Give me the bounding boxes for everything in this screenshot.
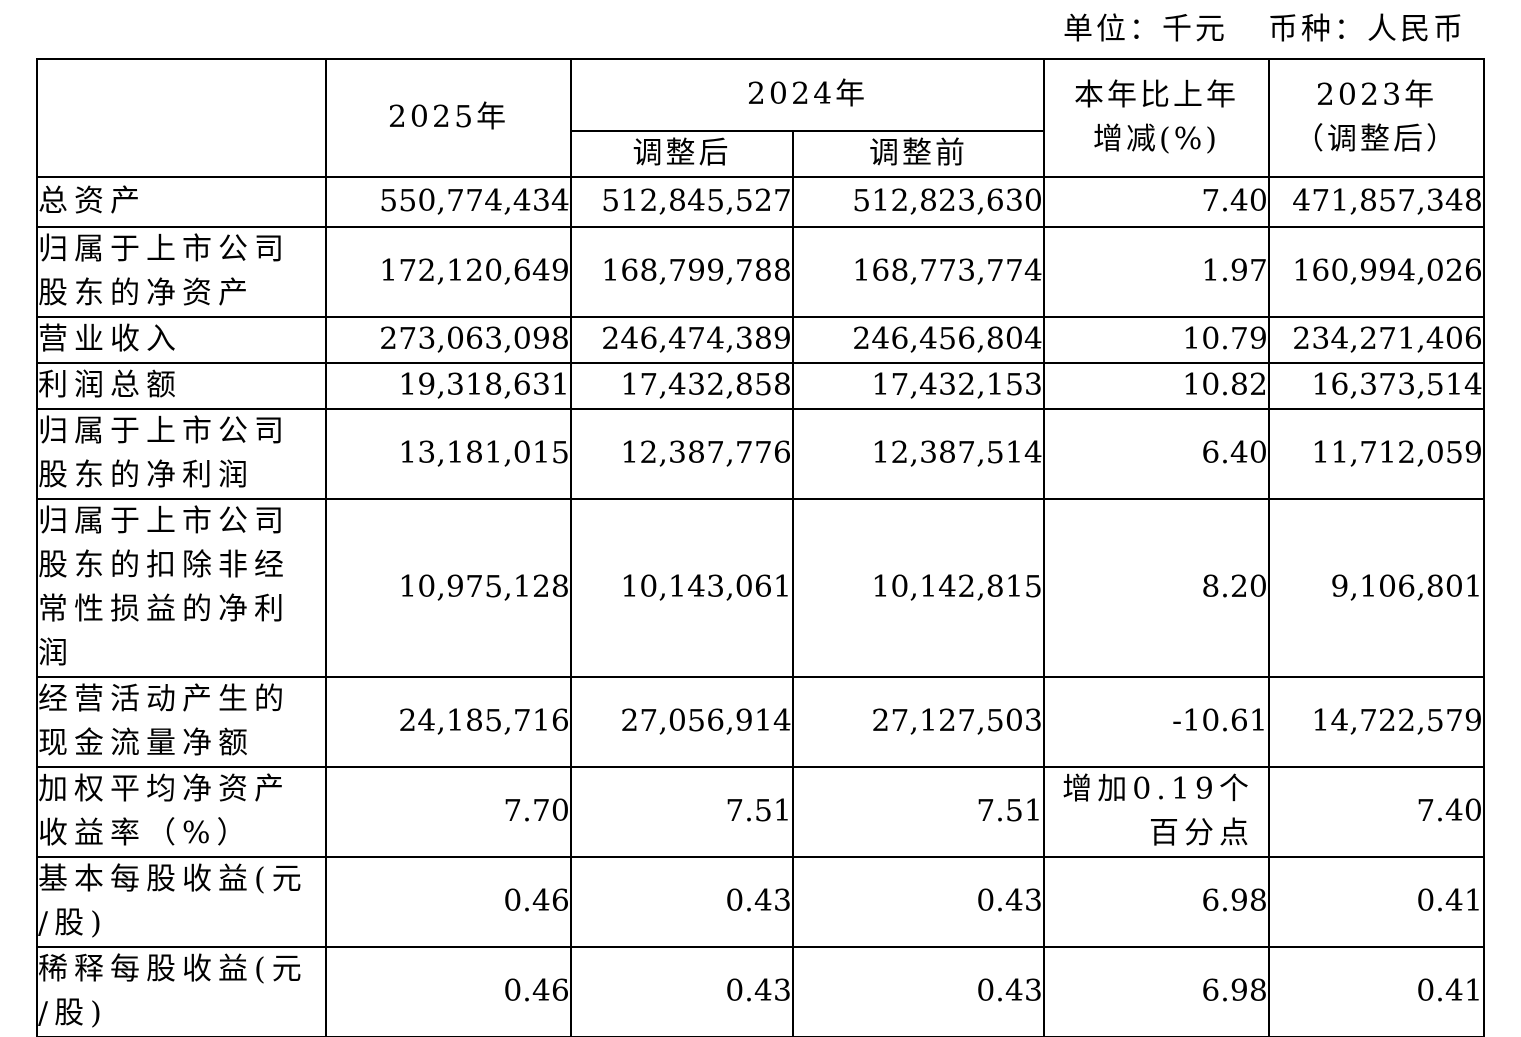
table-row-weighted-roe: 加权平均净资产 收益率（%） 7.70 7.51 7.51 增加0.19个 百分…	[36, 766, 1486, 858]
cell-2023: 9,106,801	[1268, 498, 1486, 678]
cell-change: 1.97	[1043, 226, 1271, 318]
cell-2023: 7.40	[1268, 766, 1486, 858]
cell-2024-adjusted: 168,799,788	[570, 226, 794, 318]
cell-label: 总资产	[36, 176, 327, 228]
cell-label: 加权平均净资产 收益率（%）	[36, 766, 327, 858]
cell-2024-before: 10,142,815	[791, 498, 1046, 678]
cell-2023: 11,712,059	[1268, 408, 1486, 500]
cell-label: 稀释每股收益(元 /股)	[36, 946, 327, 1037]
header-row-1: 2025年 2024年 本年比上年 增减(%) 2023年 （调整后）	[36, 58, 1486, 178]
cell-change: 7.40	[1043, 176, 1271, 228]
cell-2025: 19,318,631	[325, 362, 572, 410]
cell-2025: 0.46	[325, 856, 572, 948]
cell-2024-before: 7.51	[791, 766, 1046, 858]
table-row-net-assets: 归属于上市公司 股东的净资产 172,120,649 168,799,788 1…	[36, 226, 1486, 318]
cell-2025: 7.70	[325, 766, 572, 858]
cell-label: 归属于上市公司 股东的净利润	[36, 408, 327, 500]
cell-2025: 172,120,649	[325, 226, 572, 318]
cell-2025: 550,774,434	[325, 176, 572, 228]
cell-2024-adjusted: 7.51	[570, 766, 794, 858]
cell-2024-adjusted: 27,056,914	[570, 676, 794, 768]
header-2025: 2025年	[325, 58, 572, 178]
cell-change: 10.79	[1043, 316, 1271, 364]
cell-change: 8.20	[1043, 498, 1271, 678]
meta-line: 单位：千元 币种：人民币	[0, 12, 1466, 48]
cell-2025: 0.46	[325, 946, 572, 1037]
cell-2024-adjusted: 0.43	[570, 856, 794, 948]
cell-2024-adjusted: 12,387,776	[570, 408, 794, 500]
table-row-diluted-eps: 稀释每股收益(元 /股) 0.46 0.43 0.43 6.98 0.41	[36, 946, 1486, 1037]
cell-change: 增加0.19个 百分点	[1043, 766, 1271, 858]
cell-2024-before: 12,387,514	[791, 408, 1046, 500]
cell-2023: 471,857,348	[1268, 176, 1486, 228]
cell-2023: 16,373,514	[1268, 362, 1486, 410]
cell-2023: 0.41	[1268, 946, 1486, 1037]
cell-label: 基本每股收益(元 /股)	[36, 856, 327, 948]
cell-label: 归属于上市公司 股东的净资产	[36, 226, 327, 318]
cell-2024-adjusted: 17,432,858	[570, 362, 794, 410]
unit-label: 单位：千元	[1063, 12, 1228, 47]
cell-2024-adjusted: 512,845,527	[570, 176, 794, 228]
cell-2024-before: 17,432,153	[791, 362, 1046, 410]
cell-change: 10.82	[1043, 362, 1271, 410]
cell-label: 经营活动产生的 现金流量净额	[36, 676, 327, 768]
cell-label: 利润总额	[36, 362, 327, 410]
header-2024-adjusted: 调整后	[570, 130, 794, 178]
table-row-total-profit: 利润总额 19,318,631 17,432,858 17,432,153 10…	[36, 362, 1486, 410]
cell-2024-before: 246,456,804	[791, 316, 1046, 364]
table-row-operating-cash-flow: 经营活动产生的 现金流量净额 24,185,716 27,056,914 27,…	[36, 676, 1486, 768]
cell-2023: 0.41	[1268, 856, 1486, 948]
header-2023: 2023年 （调整后）	[1268, 58, 1486, 178]
cell-change: 6.40	[1043, 408, 1271, 500]
table-row-net-profit-deducted: 归属于上市公司 股东的扣除非经 常性损益的净利 润 10,975,128 10,…	[36, 498, 1486, 678]
cell-label: 营业收入	[36, 316, 327, 364]
cell-2023: 160,994,026	[1268, 226, 1486, 318]
corner-header	[36, 58, 327, 178]
currency-label: 币种：人民币	[1268, 12, 1466, 47]
cell-2023: 234,271,406	[1268, 316, 1486, 364]
table-row-total-assets: 总资产 550,774,434 512,845,527 512,823,630 …	[36, 176, 1486, 228]
cell-change: 6.98	[1043, 946, 1271, 1037]
cell-2024-adjusted: 0.43	[570, 946, 794, 1037]
cell-label: 归属于上市公司 股东的扣除非经 常性损益的净利 润	[36, 498, 327, 678]
cell-2024-adjusted: 10,143,061	[570, 498, 794, 678]
header-row-2: 调整后 调整前	[37, 130, 1484, 178]
cell-2023: 14,722,579	[1268, 676, 1486, 768]
cell-2025: 24,185,716	[325, 676, 572, 768]
header-2024-before: 调整前	[791, 130, 1046, 178]
cell-change: 6.98	[1043, 856, 1271, 948]
cell-2025: 13,181,015	[325, 408, 572, 500]
header-2024: 2024年	[569, 58, 1046, 132]
cell-2024-before: 0.43	[791, 856, 1046, 948]
cell-2024-before: 512,823,630	[791, 176, 1046, 228]
table-row-revenue: 营业收入 273,063,098 246,474,389 246,456,804…	[36, 316, 1486, 364]
cell-change: -10.61	[1043, 676, 1271, 768]
cell-2024-before: 168,773,774	[791, 226, 1046, 318]
cell-2024-adjusted: 246,474,389	[570, 316, 794, 364]
cell-2024-before: 27,127,503	[791, 676, 1046, 768]
table-row-net-profit: 归属于上市公司 股东的净利润 13,181,015 12,387,776 12,…	[36, 408, 1486, 500]
table-row-basic-eps: 基本每股收益(元 /股) 0.46 0.43 0.43 6.98 0.41	[36, 856, 1486, 948]
cell-2025: 10,975,128	[325, 498, 572, 678]
cell-2025: 273,063,098	[325, 316, 572, 364]
cell-2024-before: 0.43	[791, 946, 1046, 1037]
header-yoy-change: 本年比上年 增减(%)	[1043, 58, 1271, 178]
financial-summary-table: 2025年 2024年 本年比上年 增减(%) 2023年 （调整后） 调整后 …	[36, 58, 1486, 1037]
